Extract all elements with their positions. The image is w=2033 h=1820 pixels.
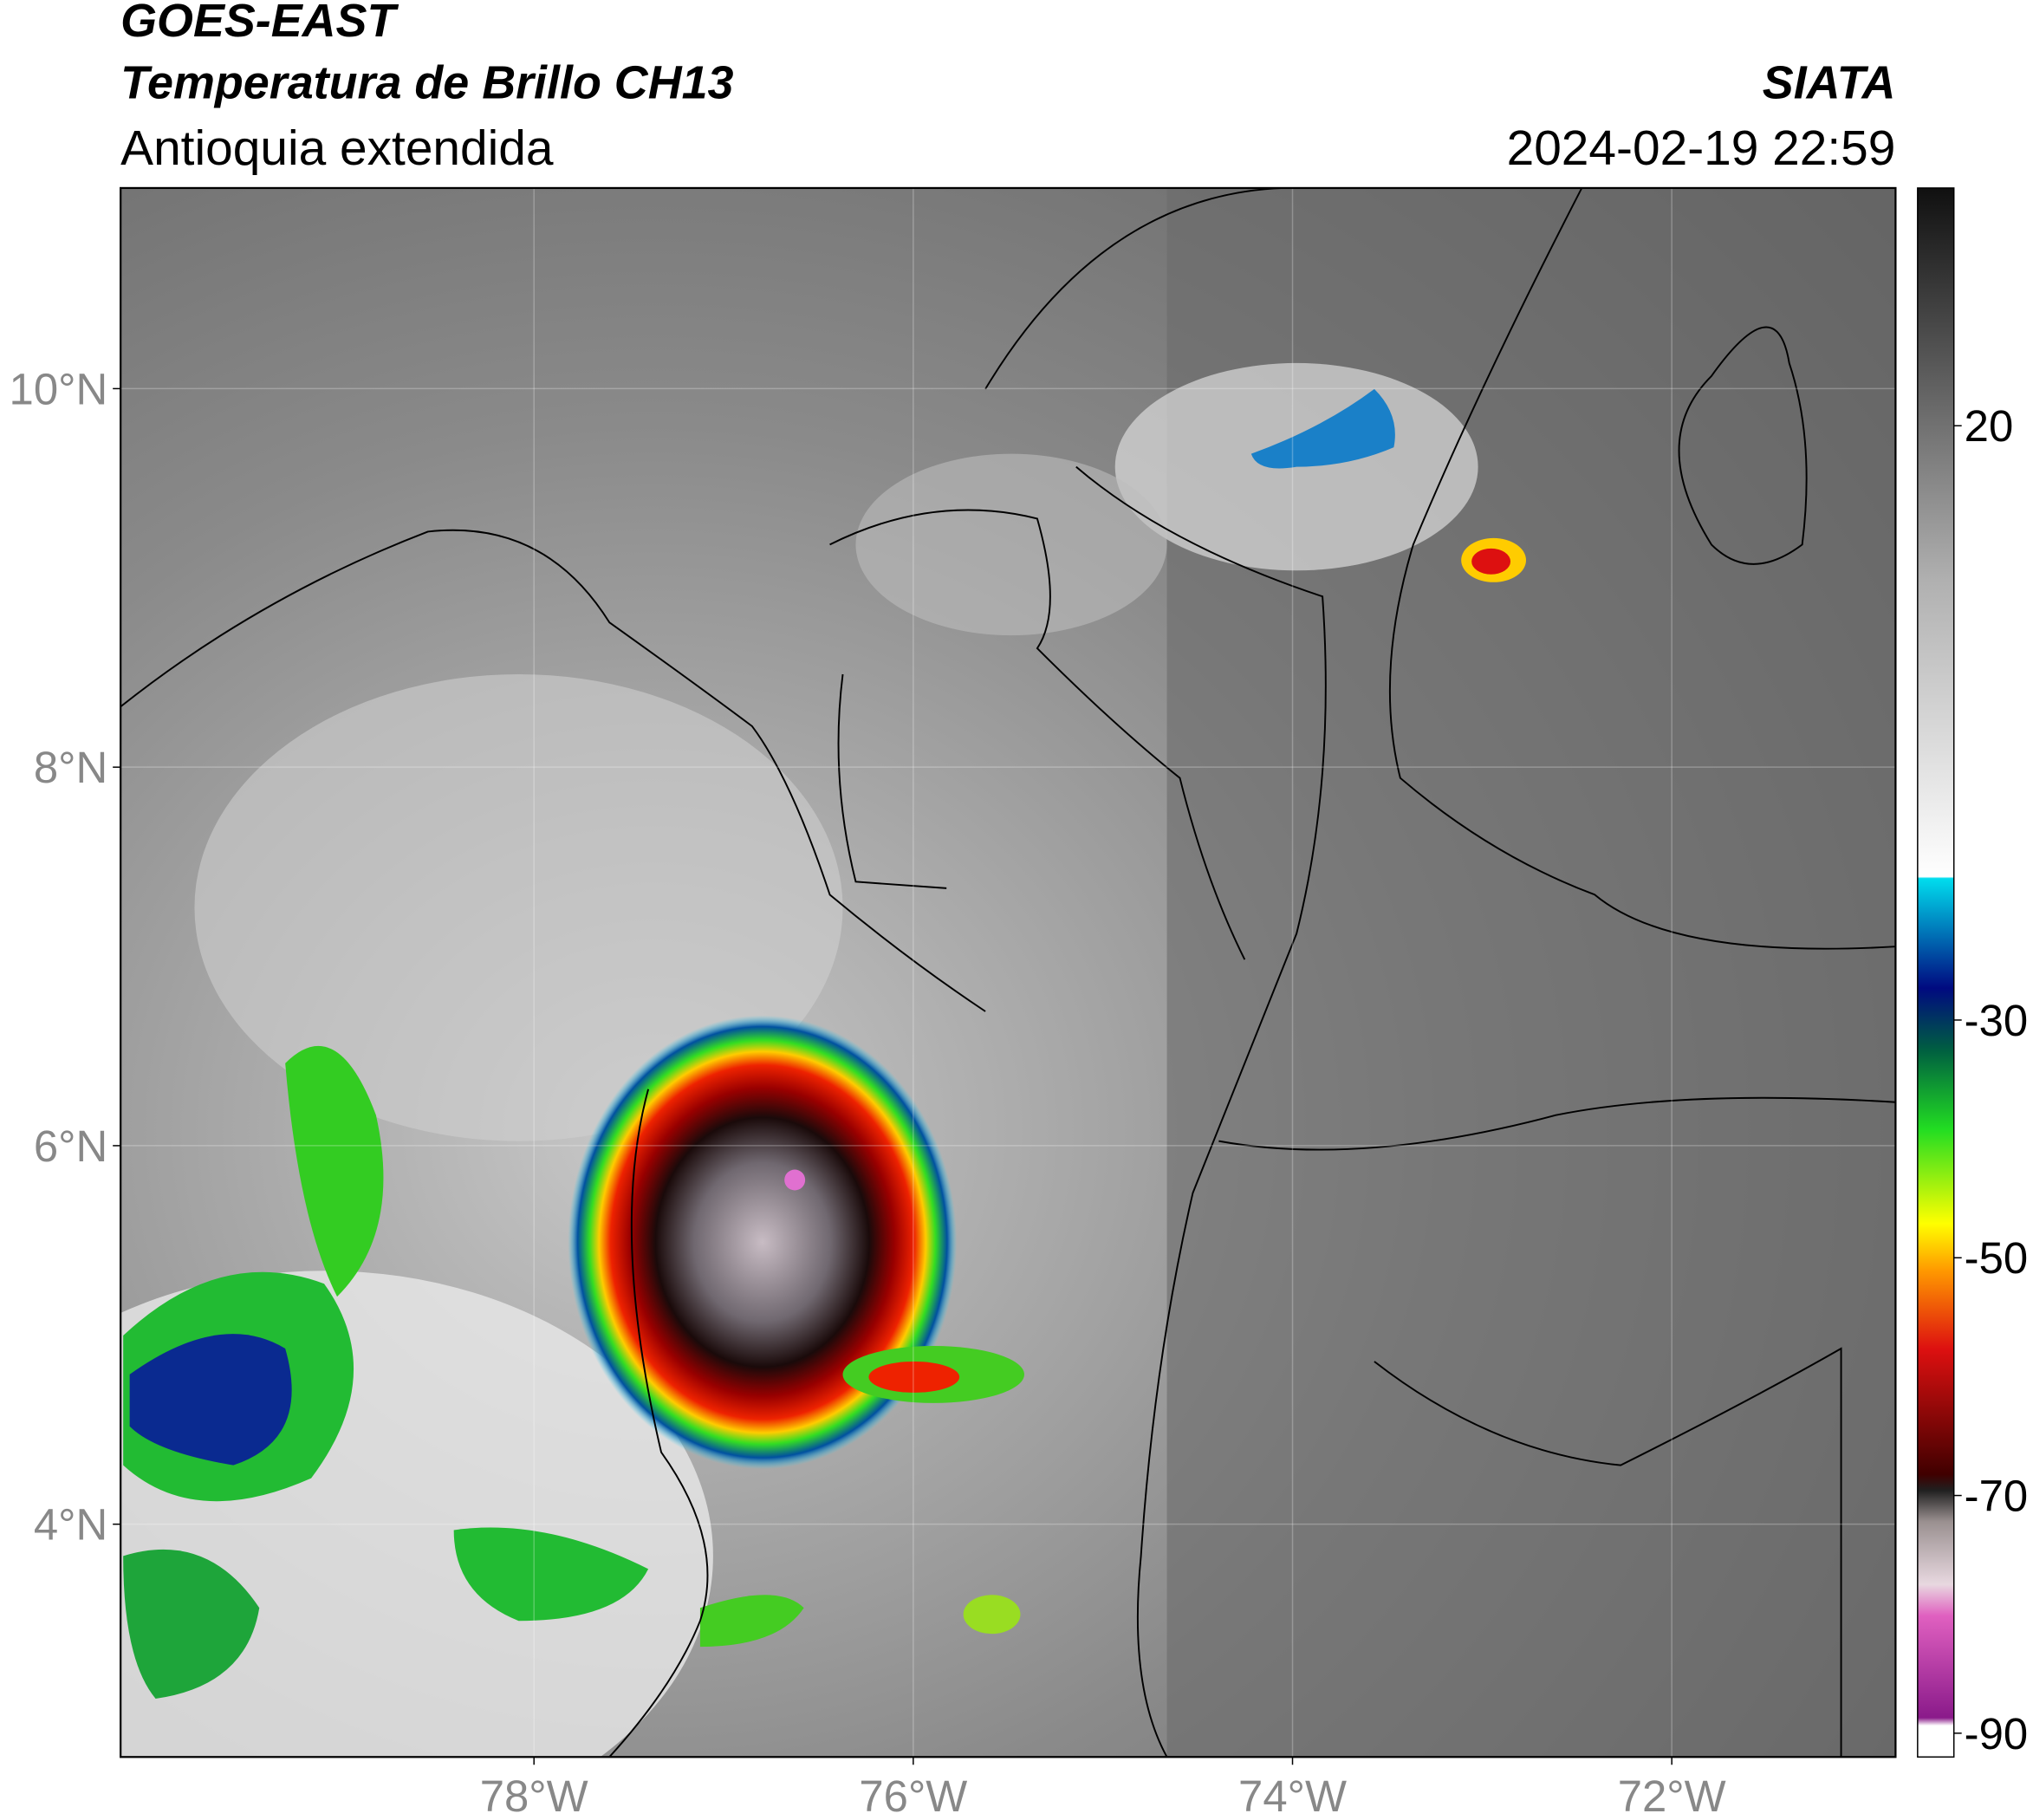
datetime: 2024-02-19 22:59 [1507, 121, 1896, 176]
lon-tick-label: 78°W [480, 1771, 588, 1820]
colorbar-tick-label: -30 [1965, 996, 2029, 1045]
lat-tick-label: 6°N [34, 1121, 107, 1171]
product-title: Temperatura de Brillo CH13 [120, 57, 733, 109]
satellite-image [120, 187, 1896, 1758]
lat-tick-label: 10°N [10, 364, 108, 413]
map-frame [120, 186, 1897, 1758]
colorbar [1917, 187, 1955, 1758]
lon-tick-label: 72°W [1618, 1771, 1726, 1820]
source: SIATA [1763, 57, 1896, 109]
satellite-title: GOES-EAST [120, 0, 399, 47]
colorbar-tick-label: -70 [1965, 1472, 2029, 1521]
region: Antioquia extendida [120, 121, 554, 176]
lat-tick-label: 4°N [34, 1500, 107, 1550]
graticule [120, 187, 1896, 1758]
lon-tick-label: 74°W [1238, 1771, 1347, 1820]
colorbar-tick-label: -50 [1965, 1233, 2029, 1283]
colorbar-tick-label: 20 [1965, 401, 2014, 451]
lat-tick-label: 8°N [34, 743, 107, 792]
lon-tick-label: 76°W [859, 1771, 967, 1820]
colorbar-tick-label: -90 [1965, 1709, 2029, 1758]
